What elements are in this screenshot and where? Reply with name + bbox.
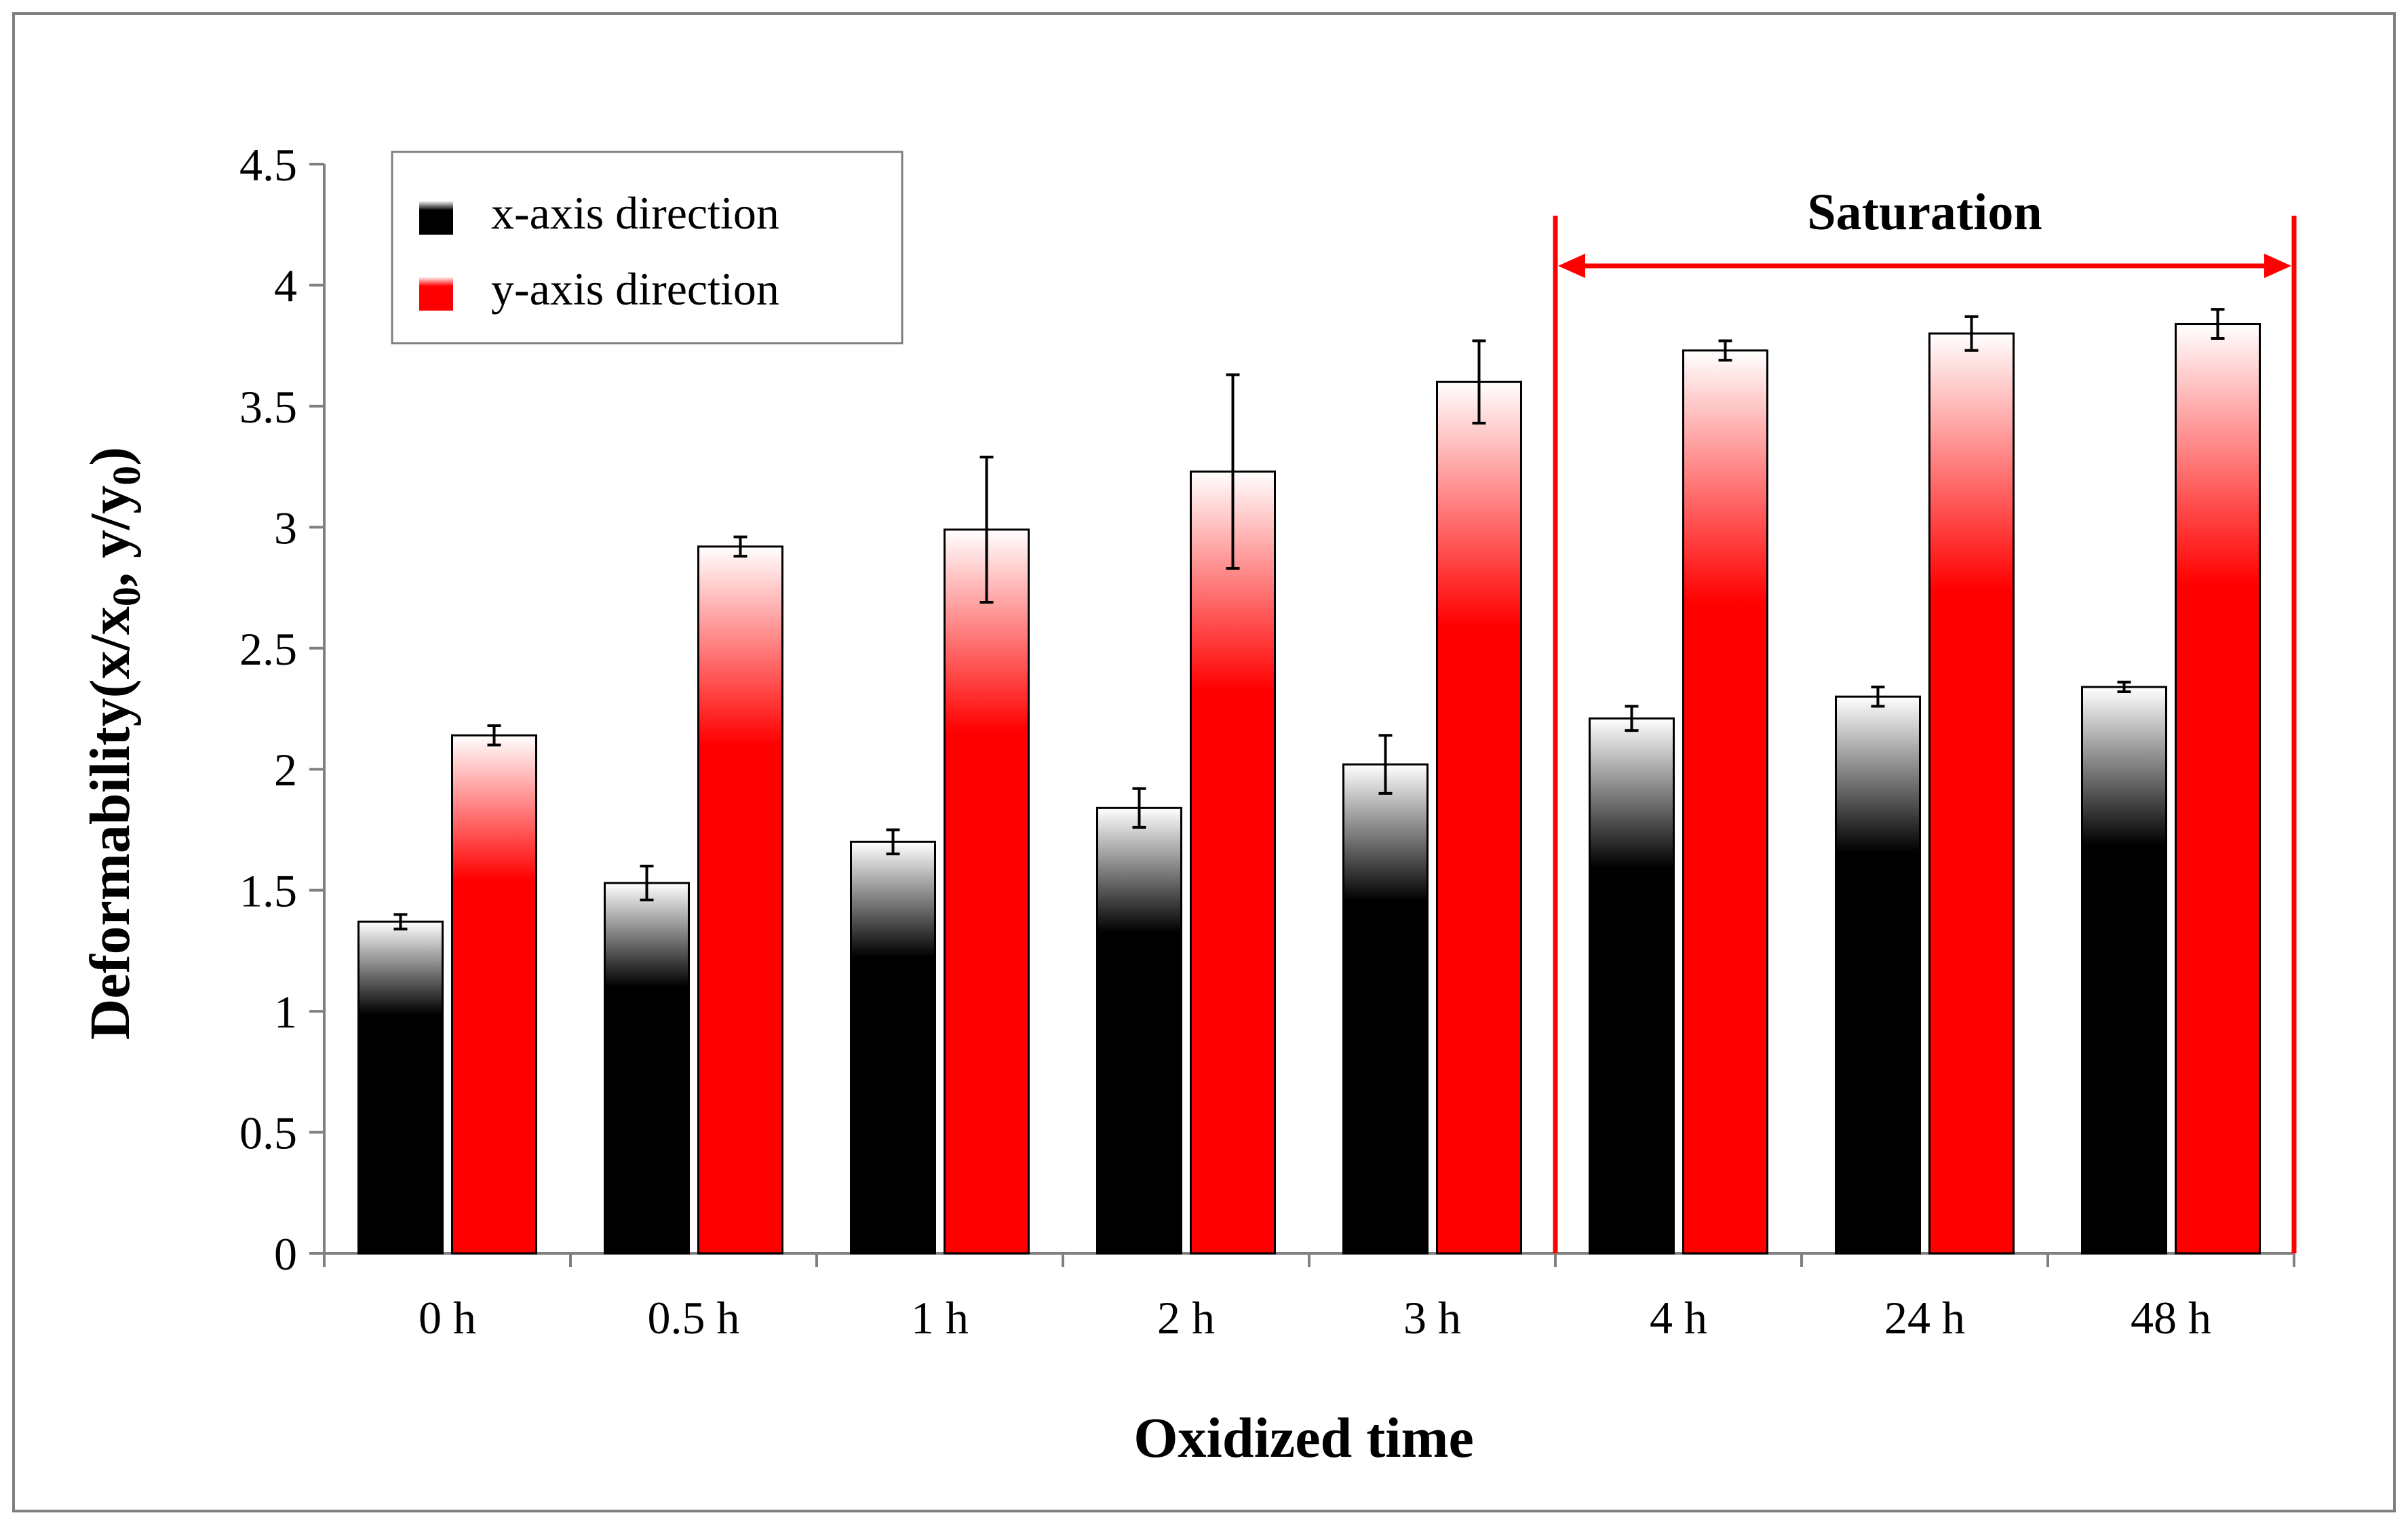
bar-y-axis-direction [1928, 332, 2015, 1255]
bar-y-axis-direction [2175, 323, 2261, 1255]
bar-y-axis-direction [697, 545, 783, 1255]
bar-x-axis-direction [1589, 717, 1675, 1255]
bar-x-axis-direction [604, 882, 690, 1255]
legend-box [391, 151, 904, 345]
bar-x-axis-direction [2081, 686, 2167, 1255]
legend-label-x: x-axis direction [491, 187, 779, 239]
x-tick-label: 3 h [1403, 1292, 1461, 1344]
saturation-label: Saturation [1807, 184, 2042, 241]
bar-x-axis-direction [1096, 806, 1182, 1255]
legend-swatch-x [419, 201, 453, 235]
y-tick-label: 2 [274, 744, 297, 796]
y-tick-label: 3 [274, 502, 297, 553]
bar-y-axis-direction [944, 528, 1030, 1255]
x-tick-label: 1 h [911, 1292, 969, 1344]
bar-x-axis-direction [1342, 763, 1429, 1255]
saturation-arrow-left-head [1558, 254, 1585, 278]
bar-y-axis-direction [1190, 470, 1276, 1255]
y-axis-title: Deformability(x/x0, y/y0) [79, 447, 149, 1040]
x-tick-label: 4 h [1650, 1292, 1707, 1344]
y-tick-label: 0.5 [239, 1108, 297, 1159]
y-tick-label: 4.5 [239, 139, 297, 191]
x-tick-label: 48 h [2131, 1292, 2211, 1344]
x-tick-label: 2 h [1157, 1292, 1215, 1344]
legend[interactable]: x-axis direction y-axis direction [391, 151, 904, 345]
y-tick-label: 1 [274, 986, 297, 1038]
y-tick-label: 0 [274, 1228, 297, 1280]
bar-x-axis-direction [1835, 695, 1921, 1255]
legend-swatch-y [419, 277, 453, 311]
saturation-arrow-right-head [2264, 254, 2291, 278]
bar-x-axis-direction [850, 840, 936, 1255]
y-tick-label: 4 [274, 260, 297, 311]
x-tick-label: 0 h [419, 1292, 476, 1344]
bars-group [357, 308, 2261, 1255]
legend-label-y: y-axis direction [491, 263, 779, 315]
x-axis-title: Oxidized time [1133, 1407, 1474, 1470]
bar-y-axis-direction [1436, 380, 1522, 1255]
bar-y-axis-direction [451, 734, 537, 1255]
y-tick-label: 3.5 [239, 381, 297, 433]
bar-y-axis-direction [1682, 349, 1768, 1255]
y-tick-label: 1.5 [239, 865, 297, 917]
x-tick-label: 24 h [1884, 1292, 1965, 1344]
saturation-annotation: Saturation [1553, 184, 2297, 1253]
bar-x-axis-direction [357, 920, 444, 1255]
x-tick-label: 0.5 h [648, 1292, 740, 1344]
y-tick-label: 2.5 [239, 623, 297, 675]
